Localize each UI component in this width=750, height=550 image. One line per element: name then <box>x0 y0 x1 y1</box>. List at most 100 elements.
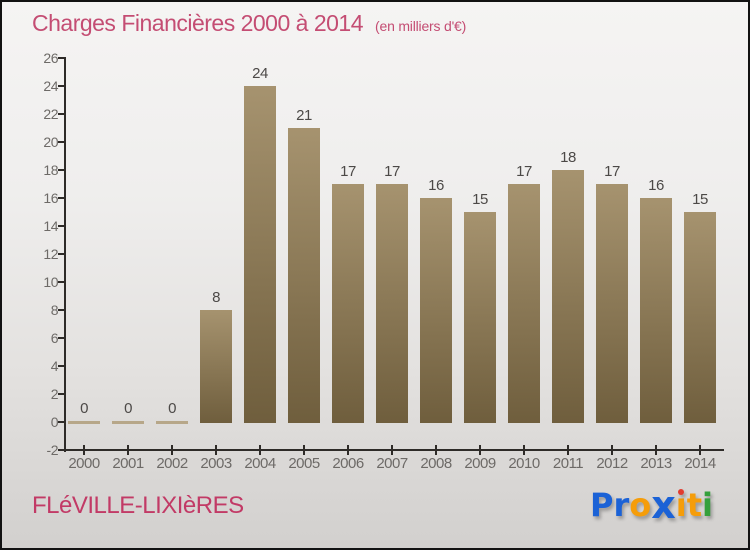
y-tick-label: 12 <box>43 246 58 262</box>
y-tick-label: -2 <box>46 442 59 458</box>
x-tick-mark <box>611 445 613 455</box>
bar-2000 <box>68 421 100 424</box>
x-tick-label: 2003 <box>200 455 232 472</box>
y-tick-label: 16 <box>43 190 58 206</box>
x-tick-mark <box>391 445 393 455</box>
bar-value-label: 15 <box>472 191 488 208</box>
y-tick-mark <box>58 337 64 339</box>
bar-value-label: 17 <box>604 163 620 180</box>
logo-i-dot <box>678 489 685 495</box>
bar-2013 <box>640 198 672 423</box>
bar-2007 <box>376 184 408 423</box>
x-tick-mark <box>567 445 569 455</box>
y-tick-label: 24 <box>43 78 58 94</box>
logo-letter: ı <box>675 486 687 524</box>
x-tick-mark <box>699 445 701 455</box>
y-tick-mark <box>58 225 64 227</box>
bar-2001 <box>112 421 144 424</box>
chart-title: Charges Financières 2000 à 2014 <box>32 10 364 36</box>
bar-value-label: 15 <box>692 191 708 208</box>
bar-value-label: 0 <box>124 400 132 417</box>
y-tick-label: 26 <box>43 50 58 66</box>
x-tick-mark <box>171 445 173 455</box>
bar-value-label: 17 <box>516 163 532 180</box>
x-tick-mark <box>435 445 437 455</box>
bar-value-label: 17 <box>384 163 400 180</box>
y-tick-mark <box>58 85 64 87</box>
x-tick-label: 2001 <box>112 455 144 472</box>
y-tick-mark <box>58 113 64 115</box>
bar-value-label: 17 <box>340 163 356 180</box>
bar-2002 <box>156 421 188 424</box>
bar-2005 <box>288 128 320 423</box>
bar-2009 <box>464 212 496 423</box>
bar-value-label: 24 <box>252 65 268 82</box>
bar-2003 <box>200 310 232 423</box>
logo-letter: r <box>613 486 630 524</box>
y-tick-mark <box>58 57 64 59</box>
y-tick-mark <box>58 365 64 367</box>
y-tick-mark <box>58 449 64 451</box>
bar-value-label: 8 <box>212 289 220 306</box>
bar-value-label: 16 <box>648 177 664 194</box>
y-tick-mark <box>58 309 64 311</box>
bar-2014 <box>684 212 716 423</box>
y-tick-label: 2 <box>50 386 59 402</box>
bar-2010 <box>508 184 540 423</box>
y-tick-mark <box>58 169 64 171</box>
x-tick-mark <box>347 445 349 455</box>
y-tick-label: 22 <box>43 106 58 122</box>
bar-2006 <box>332 184 364 423</box>
logo-letter: P <box>590 486 614 524</box>
logo-letter: t <box>686 486 702 524</box>
x-tick-mark <box>127 445 129 455</box>
y-tick-label: 6 <box>50 330 59 346</box>
x-axis-line <box>64 449 724 451</box>
x-tick-mark <box>479 445 481 455</box>
x-tick-label: 2014 <box>684 455 716 472</box>
bar-2004 <box>244 86 276 423</box>
x-tick-label: 2002 <box>156 455 188 472</box>
logo-letter: i <box>702 486 713 524</box>
logo-letter: x <box>651 483 676 527</box>
x-tick-mark <box>523 445 525 455</box>
x-tick-mark <box>259 445 261 455</box>
bar-2011 <box>552 170 584 423</box>
x-tick-mark <box>655 445 657 455</box>
chart-header: Charges Financières 2000 à 2014 (en mill… <box>32 10 466 37</box>
y-tick-label: 18 <box>43 162 58 178</box>
x-tick-label: 2010 <box>508 455 540 472</box>
y-tick-label: 14 <box>43 218 58 234</box>
x-tick-label: 2008 <box>420 455 452 472</box>
y-tick-label: 8 <box>50 302 59 318</box>
y-axis-line <box>64 57 66 452</box>
bar-value-label: 0 <box>80 400 88 417</box>
bar-value-label: 18 <box>560 149 576 166</box>
chart-subtitle: (en milliers d'€) <box>375 18 467 34</box>
x-tick-mark <box>215 445 217 455</box>
x-tick-mark <box>83 445 85 455</box>
bar-2008 <box>420 198 452 423</box>
x-tick-label: 2009 <box>464 455 496 472</box>
footer-location: FLéVILLE-LIXIèRES <box>32 492 244 519</box>
bar-2012 <box>596 184 628 423</box>
x-tick-label: 2013 <box>640 455 672 472</box>
logo-letter: o <box>629 486 652 524</box>
bar-value-label: 16 <box>428 177 444 194</box>
y-tick-mark <box>58 141 64 143</box>
y-tick-label: 20 <box>43 134 58 150</box>
y-tick-mark <box>58 253 64 255</box>
x-tick-label: 2012 <box>596 455 628 472</box>
y-tick-mark <box>58 421 64 423</box>
bar-value-label: 21 <box>296 107 312 124</box>
y-tick-mark <box>58 393 64 395</box>
x-tick-mark <box>303 445 305 455</box>
y-tick-label: 4 <box>50 358 59 374</box>
proxiti-logo: Proxı ti <box>590 485 713 525</box>
y-tick-mark <box>58 281 64 283</box>
y-tick-mark <box>58 197 64 199</box>
x-tick-label: 2005 <box>288 455 320 472</box>
x-tick-label: 2006 <box>332 455 364 472</box>
y-tick-label: 0 <box>50 414 59 430</box>
